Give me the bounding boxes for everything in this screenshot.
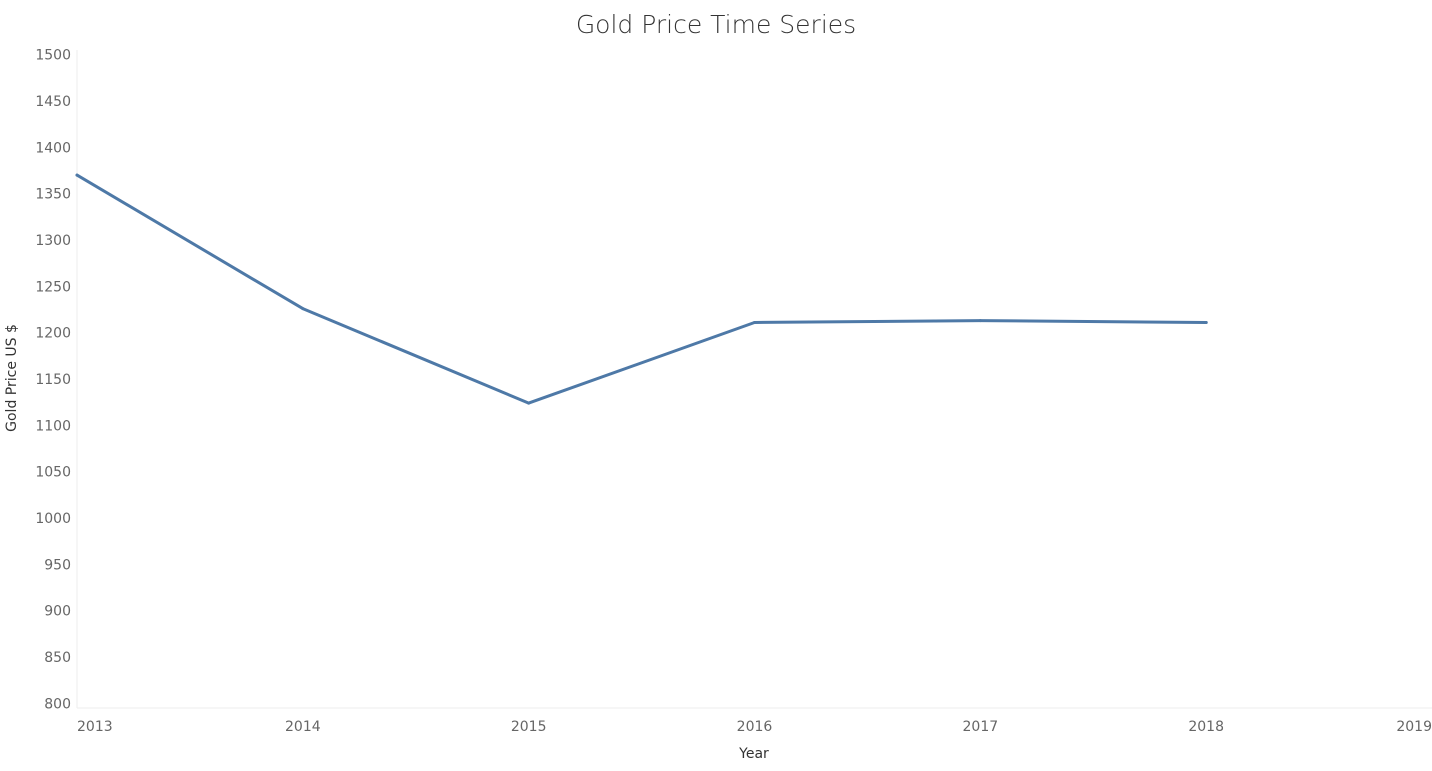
y-tick-label: 1200 [35,326,71,342]
series-line [75,173,1208,405]
y-tick-label: 1350 [35,187,71,203]
x-tick-label: 2013 [77,719,113,735]
x-tick-label: 2019 [1396,719,1432,735]
y-tick-label: 1100 [35,418,71,434]
y-tick-label: 900 [44,604,71,620]
x-tick-label: 2018 [1188,719,1224,735]
x-tick-label: 2016 [737,719,773,735]
data-point [75,173,79,177]
plot-area: 800 850 900 950 1000 1050 1100 1150 1200 1250 1300… [35,48,1432,735]
y-tick-label: 1050 [35,465,71,481]
y-tick-label: 1250 [35,279,71,295]
y-tick-label: 1300 [35,233,71,249]
y-tick-label: 1450 [35,94,71,110]
y-tick-label: 1150 [35,372,71,388]
y-axis-ticks: 800 850 900 950 1000 1050 1100 1150 1200 1250 1300… [35,48,71,713]
chart-title: Gold Price Time Series [576,10,856,39]
data-point [978,319,982,323]
y-axis-title: Gold Price US $ [4,324,20,432]
y-tick-label: 1000 [35,511,71,527]
x-tick-label: 2014 [285,719,321,735]
y-tick-label: 800 [44,696,71,712]
data-point [753,320,756,324]
x-axis-ticks: 2013 2014 2015 2016 2017 2018 2019 [77,719,1432,735]
x-tick-label: 2017 [963,719,999,735]
y-tick-label: 950 [44,557,71,573]
data-point [527,401,531,405]
y-tick-label: 850 [44,650,71,666]
series-layer [75,173,1208,405]
y-tick-label: 1500 [35,48,71,64]
y-tick-label: 1400 [35,140,71,156]
data-point [301,307,305,311]
data-point [1204,320,1208,324]
x-tick-label: 2015 [511,719,547,735]
x-axis-title: Year [738,746,769,762]
